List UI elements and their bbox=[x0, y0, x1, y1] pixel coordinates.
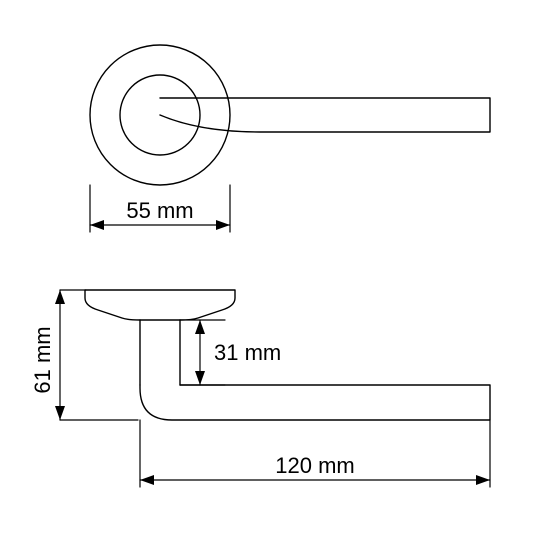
lever-top-outline bbox=[160, 98, 490, 132]
technical-drawing: 55 mm 31 mm 61 mm 120 mm bbox=[0, 0, 551, 551]
label-120mm: 120 mm bbox=[275, 453, 354, 478]
label-31mm: 31 mm bbox=[214, 340, 281, 365]
dimension-55mm: 55 mm bbox=[90, 185, 230, 232]
dimension-120mm: 120 mm bbox=[140, 420, 490, 487]
lever-side-outline bbox=[140, 385, 490, 420]
top-view bbox=[90, 45, 490, 185]
side-view bbox=[85, 290, 490, 420]
label-55mm: 55 mm bbox=[126, 198, 193, 223]
dimension-61mm: 61 mm bbox=[30, 290, 138, 420]
rose-cap bbox=[85, 290, 235, 320]
dimension-31mm: 31 mm bbox=[180, 320, 281, 385]
label-61mm: 61 mm bbox=[30, 326, 55, 393]
